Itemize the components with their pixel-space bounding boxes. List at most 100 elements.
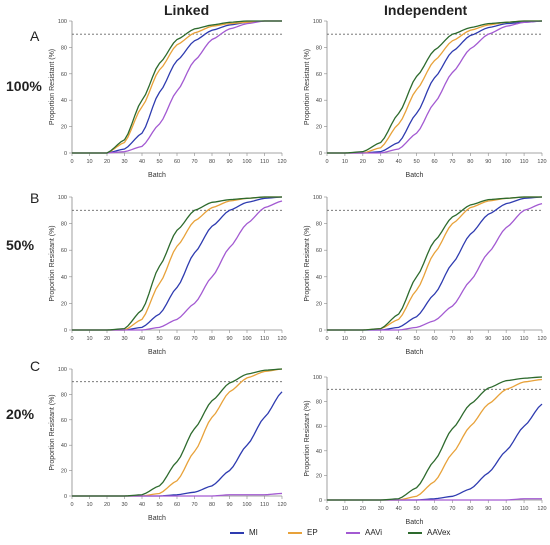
y-tick-label-a-linked: 20 xyxy=(61,125,67,131)
legend-label-aavex: AAVex xyxy=(427,528,451,537)
x-tick-label-c-linked: 90 xyxy=(226,502,232,508)
x-tick-label-b-independent: 70 xyxy=(449,336,455,342)
y-tick-label-c-linked: 60 xyxy=(61,418,67,424)
x-tick-label-c-independent: 120 xyxy=(537,506,546,512)
x-tick-label-b-linked: 110 xyxy=(260,336,269,342)
x-tick-label-b-linked: 100 xyxy=(242,336,251,342)
x-tick-label-b-independent: 20 xyxy=(360,336,366,342)
y-tick-label-b-independent: 100 xyxy=(313,195,322,201)
x-tick-label-c-linked: 100 xyxy=(242,502,251,508)
x-tick-label-b-independent: 90 xyxy=(485,336,491,342)
series-line-aavi-a-independent xyxy=(327,20,543,154)
legend-label-aavi: AAVi xyxy=(365,528,383,537)
row-percent-50: 50% xyxy=(6,237,35,253)
x-tick-label-c-linked: 120 xyxy=(277,502,286,508)
x-tick-label-c-linked: 110 xyxy=(260,502,269,508)
x-tick-label-a-linked: 50 xyxy=(156,159,162,165)
y-tick-label-b-linked: 80 xyxy=(61,222,67,228)
x-tick-label-a-independent: 60 xyxy=(431,159,437,165)
x-tick-label-a-linked: 10 xyxy=(86,159,92,165)
x-tick-label-a-independent: 100 xyxy=(502,159,511,165)
x-tick-label-b-linked: 20 xyxy=(104,336,110,342)
x-tick-label-b-linked: 60 xyxy=(174,336,180,342)
row-percent-20: 20% xyxy=(6,406,35,422)
x-tick-label-c-linked: 10 xyxy=(86,502,92,508)
x-tick-label-a-linked: 80 xyxy=(209,159,215,165)
y-tick-label-a-linked: 60 xyxy=(61,72,67,78)
series-line-mi-b-linked xyxy=(72,196,283,331)
x-tick-label-c-linked: 20 xyxy=(104,502,110,508)
x-axis-label-c-linked: Batch xyxy=(148,515,166,522)
x-tick-label-c-independent: 60 xyxy=(431,506,437,512)
x-tick-label-b-independent: 30 xyxy=(378,336,384,342)
y-tick-label-c-independent: 60 xyxy=(316,424,322,430)
x-tick-label-b-linked: 40 xyxy=(139,336,145,342)
x-tick-label-a-independent: 80 xyxy=(467,159,473,165)
y-tick-label-c-independent: 40 xyxy=(316,449,322,455)
legend-swatch-ep xyxy=(288,531,302,534)
x-tick-label-a-independent: 70 xyxy=(449,159,455,165)
y-tick-label-a-independent: 80 xyxy=(316,45,322,51)
x-tick-label-c-independent: 80 xyxy=(467,506,473,512)
y-tick-label-a-independent: 20 xyxy=(316,125,322,131)
y-tick-label-b-independent: 0 xyxy=(319,328,322,334)
x-tick-label-a-independent: 50 xyxy=(414,159,420,165)
series-line-ep-c-linked xyxy=(72,368,283,497)
x-tick-label-a-linked: 120 xyxy=(277,159,286,165)
column-header-independent: Independent xyxy=(384,2,468,18)
series-line-ep-a-linked xyxy=(72,20,282,154)
x-tick-label-a-linked: 0 xyxy=(70,159,73,165)
series-line-mi-a-linked xyxy=(72,20,282,154)
series-line-aavex-c-linked xyxy=(72,368,283,497)
series-line-ep-b-independent xyxy=(327,196,542,331)
y-tick-label-c-linked: 100 xyxy=(58,367,67,373)
series-line-aavex-c-independent xyxy=(327,376,543,501)
row-percent-100: 100% xyxy=(6,78,42,94)
x-axis-label-b-independent: Batch xyxy=(406,349,424,356)
y-tick-label-a-linked: 80 xyxy=(61,45,67,51)
x-axis-label-a-independent: Batch xyxy=(406,172,424,179)
x-tick-label-a-independent: 90 xyxy=(485,159,491,165)
x-tick-label-a-independent: 20 xyxy=(360,159,366,165)
x-tick-label-c-independent: 110 xyxy=(520,506,529,512)
x-tick-label-b-linked: 70 xyxy=(191,336,197,342)
x-tick-label-b-independent: 100 xyxy=(502,336,511,342)
x-tick-label-c-independent: 0 xyxy=(325,506,328,512)
x-tick-label-a-independent: 10 xyxy=(342,159,348,165)
x-axis-label-c-independent: Batch xyxy=(406,519,424,526)
row-letter-c: C xyxy=(30,358,41,374)
y-axis-label-c-linked: Proportion Resistant (%) xyxy=(49,394,56,470)
y-axis-label-a-independent: Proportion Resistant (%) xyxy=(304,49,311,125)
y-tick-label-c-independent: 0 xyxy=(319,498,322,504)
x-tick-label-b-linked: 10 xyxy=(86,336,92,342)
y-tick-label-b-independent: 60 xyxy=(316,248,322,254)
y-tick-label-b-independent: 40 xyxy=(316,275,322,281)
x-tick-label-c-linked: 30 xyxy=(121,502,127,508)
x-tick-label-b-linked: 90 xyxy=(226,336,232,342)
series-line-aavex-b-independent xyxy=(327,196,542,331)
legend-swatch-aavex xyxy=(408,531,422,534)
series-line-aavi-a-linked xyxy=(72,20,282,154)
y-tick-label-b-linked: 40 xyxy=(61,275,67,281)
legend-item-ep: EP xyxy=(288,528,318,537)
x-tick-label-c-independent: 20 xyxy=(360,506,366,512)
x-tick-label-b-independent: 110 xyxy=(520,336,529,342)
series-line-aavi-b-linked xyxy=(72,200,283,331)
x-tick-label-a-linked: 30 xyxy=(121,159,127,165)
y-tick-label-a-independent: 40 xyxy=(316,98,322,104)
y-tick-label-c-independent: 20 xyxy=(316,473,322,479)
y-axis-label-b-linked: Proportion Resistant (%) xyxy=(49,225,56,301)
y-tick-label-a-independent: 0 xyxy=(319,151,322,157)
legend-item-aavi: AAVi xyxy=(346,528,382,537)
y-axis-label-b-independent: Proportion Resistant (%) xyxy=(304,225,311,301)
x-tick-label-b-independent: 10 xyxy=(342,336,348,342)
legend-swatch-aavi xyxy=(346,531,360,534)
series-line-mi-a-independent xyxy=(327,20,543,154)
x-tick-label-a-linked: 100 xyxy=(242,159,251,165)
column-header-linked: Linked xyxy=(164,2,210,18)
x-tick-label-b-independent: 50 xyxy=(414,336,420,342)
legend: MI EP AAVi AAVex xyxy=(230,528,530,542)
y-tick-label-b-linked: 20 xyxy=(61,301,67,307)
x-tick-label-b-independent: 120 xyxy=(537,336,546,342)
x-tick-label-b-independent: 0 xyxy=(325,336,328,342)
